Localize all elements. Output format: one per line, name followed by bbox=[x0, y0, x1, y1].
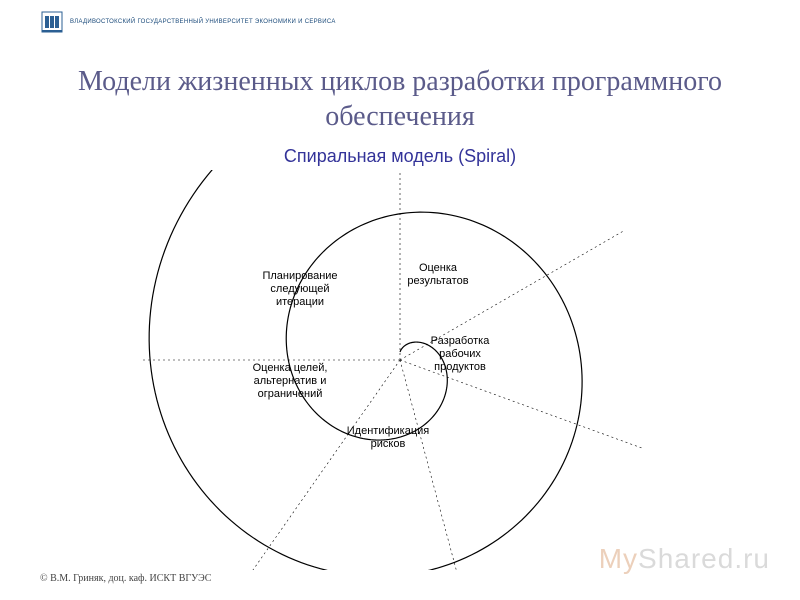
sector-label: Планирование следующей итерации bbox=[262, 270, 337, 310]
sector-label: Идентификация рисков bbox=[347, 425, 429, 451]
logo: Владивостокский государственный универси… bbox=[40, 8, 336, 36]
slide-title: Модели жизненных циклов разработки прогр… bbox=[0, 64, 800, 134]
watermark-prefix: My bbox=[599, 543, 638, 574]
university-logo-icon bbox=[40, 8, 64, 36]
logo-text: Владивостокский государственный универси… bbox=[70, 19, 336, 26]
spiral-curve bbox=[149, 170, 582, 570]
spiral-diagram: Оценка результатов Разработка рабочих про… bbox=[100, 170, 700, 570]
spiral-svg bbox=[100, 170, 700, 570]
sector-label: Оценка результатов bbox=[407, 262, 468, 288]
sector-label: Оценка целей, альтернатив и ограничений bbox=[253, 362, 328, 402]
sector-divider bbox=[400, 360, 467, 570]
watermark-suffix: Shared.ru bbox=[638, 543, 770, 574]
slide-subtitle: Спиральная модель (Spiral) bbox=[0, 146, 800, 167]
footer-credit: © В.М. Гриняк, доц. каф. ИСКТ ВГУЭС bbox=[40, 573, 211, 584]
sector-label: Разработка рабочих продуктов bbox=[431, 335, 490, 375]
watermark: MyShared.ru bbox=[599, 543, 770, 575]
